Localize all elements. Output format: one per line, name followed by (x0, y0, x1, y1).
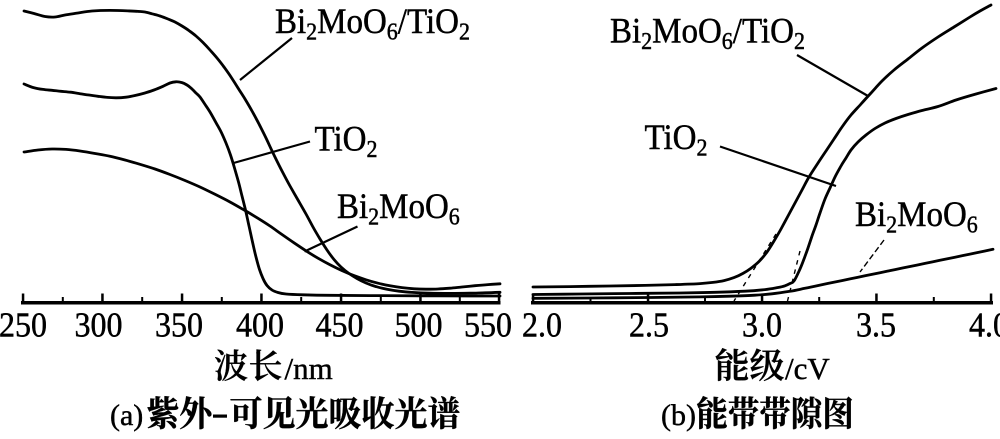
svg-text:350: 350 (155, 306, 203, 345)
svg-text:TiO2: TiO2 (645, 118, 708, 161)
svg-text:Bi2MoO6/TiO2: Bi2MoO6/TiO2 (275, 2, 470, 45)
svg-text:400: 400 (236, 306, 284, 345)
svg-text:300: 300 (75, 306, 123, 345)
svg-text:Bi2MoO6: Bi2MoO6 (855, 195, 978, 238)
svg-text:450: 450 (316, 306, 364, 345)
svg-text:3.5: 3.5 (856, 306, 896, 345)
svg-text:3.0: 3.0 (742, 306, 782, 345)
svg-text:4.0: 4.0 (969, 306, 1000, 345)
svg-text:/nm: /nm (285, 351, 333, 386)
svg-text:250: 250 (0, 306, 47, 345)
svg-text:/cV: /cV (785, 351, 830, 386)
svg-text:TiO2: TiO2 (315, 119, 378, 162)
svg-text:500: 500 (395, 306, 443, 345)
svg-text:(b): (b) (661, 399, 696, 432)
svg-text:(a): (a) (110, 399, 143, 432)
svg-text:550: 550 (464, 306, 512, 345)
svg-text:Bi2MoO6/TiO2: Bi2MoO6/TiO2 (610, 11, 805, 54)
svg-text:2.5: 2.5 (629, 306, 669, 345)
svg-text:2.0: 2.0 (522, 306, 562, 345)
svg-text:Bi2MoO6: Bi2MoO6 (337, 187, 460, 230)
